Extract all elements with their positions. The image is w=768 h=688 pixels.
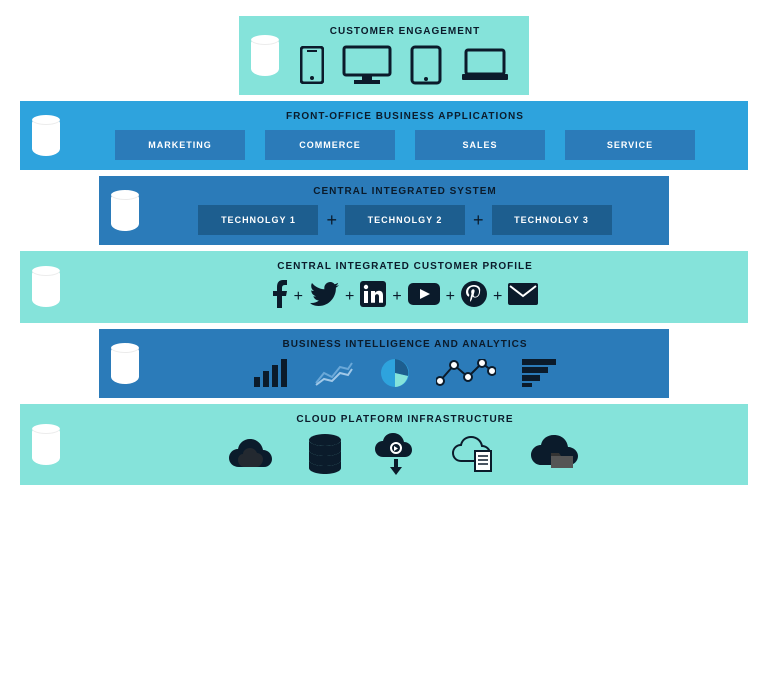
analytics-icons bbox=[153, 358, 657, 388]
layer-title: CUSTOMER ENGAGEMENT bbox=[293, 26, 517, 37]
layer-front-office: FRONT-OFFICE BUSINESS APPLICATIONS MARKE… bbox=[20, 101, 748, 170]
layer-title: FRONT-OFFICE BUSINESS APPLICATIONS bbox=[74, 111, 736, 122]
cylinder-icon bbox=[251, 36, 279, 76]
btn-service: SERVICE bbox=[565, 130, 695, 160]
layer-content: BUSINESS INTELLIGENCE AND ANALYTICS bbox=[153, 339, 657, 388]
tech-3: TECHNOLGY 3 bbox=[492, 205, 612, 235]
linkedin-icon bbox=[360, 281, 386, 312]
social-icons: + + + + + bbox=[74, 280, 736, 313]
plus-icon: + bbox=[294, 288, 303, 306]
btn-sales: SALES bbox=[415, 130, 545, 160]
mail-icon bbox=[508, 283, 538, 310]
layer-content: CUSTOMER ENGAGEMENT bbox=[293, 26, 517, 85]
plus-icon: + bbox=[493, 288, 502, 306]
layer-title: CENTRAL INTEGRATED SYSTEM bbox=[153, 186, 657, 197]
laptop-icon bbox=[460, 48, 510, 82]
cylinder-icon bbox=[111, 191, 139, 231]
pie-chart-icon bbox=[380, 358, 410, 388]
device-icons bbox=[293, 45, 517, 85]
plus-icon: + bbox=[446, 288, 455, 306]
layer-content: CENTRAL INTEGRATED SYSTEM TECHNOLGY 1+TE… bbox=[153, 186, 657, 235]
cloud-icon bbox=[227, 437, 277, 471]
monitor-icon bbox=[342, 45, 392, 85]
btn-marketing: MARKETING bbox=[115, 130, 245, 160]
line-chart-icon bbox=[314, 359, 354, 387]
facebook-icon bbox=[272, 280, 288, 313]
layer-title: BUSINESS INTELLIGENCE AND ANALYTICS bbox=[153, 339, 657, 350]
layer-content: CLOUD PLATFORM INFRASTRUCTURE bbox=[74, 414, 736, 475]
plus-icon: + bbox=[324, 210, 339, 231]
plus-icon: + bbox=[345, 288, 354, 306]
cloud-upload-icon bbox=[373, 433, 419, 475]
database-icon bbox=[307, 434, 343, 474]
layer-title: CENTRAL INTEGRATED CUSTOMER PROFILE bbox=[74, 261, 736, 272]
layer-central-system: CENTRAL INTEGRATED SYSTEM TECHNOLGY 1+TE… bbox=[99, 176, 669, 245]
cloud-icons bbox=[74, 433, 736, 475]
cloud-folder-icon bbox=[527, 435, 583, 473]
cylinder-icon bbox=[32, 425, 60, 465]
tech-2: TECHNOLGY 2 bbox=[345, 205, 465, 235]
plus-icon: + bbox=[471, 210, 486, 231]
layer-content: FRONT-OFFICE BUSINESS APPLICATIONS MARKE… bbox=[74, 111, 736, 160]
layer-profile: CENTRAL INTEGRATED CUSTOMER PROFILE + + … bbox=[20, 251, 748, 323]
layer-title: CLOUD PLATFORM INFRASTRUCTURE bbox=[74, 414, 736, 425]
tablet-icon bbox=[410, 45, 442, 85]
layer-engagement: CUSTOMER ENGAGEMENT bbox=[239, 16, 529, 95]
pinterest-icon bbox=[461, 281, 487, 312]
btn-commerce: COMMERCE bbox=[265, 130, 395, 160]
cloud-document-icon bbox=[449, 435, 497, 473]
network-chart-icon bbox=[436, 359, 496, 387]
layer-content: CENTRAL INTEGRATED CUSTOMER PROFILE + + … bbox=[74, 261, 736, 313]
cylinder-icon bbox=[32, 116, 60, 156]
youtube-icon bbox=[408, 283, 440, 310]
bar-chart-icon bbox=[254, 359, 288, 387]
funnel-icon bbox=[522, 359, 556, 387]
twitter-icon bbox=[309, 282, 339, 311]
app-buttons: MARKETING COMMERCE SALES SERVICE bbox=[74, 130, 736, 160]
cylinder-icon bbox=[32, 267, 60, 307]
phone-icon bbox=[300, 46, 324, 84]
plus-icon: + bbox=[392, 288, 401, 306]
layer-analytics: BUSINESS INTELLIGENCE AND ANALYTICS bbox=[99, 329, 669, 398]
tech-row: TECHNOLGY 1 + TECHNOLGY 2 + TECHNOLGY 3 bbox=[153, 205, 657, 235]
layer-cloud: CLOUD PLATFORM INFRASTRUCTURE bbox=[20, 404, 748, 485]
cylinder-icon bbox=[111, 344, 139, 384]
tech-1: TECHNOLGY 1 bbox=[198, 205, 318, 235]
